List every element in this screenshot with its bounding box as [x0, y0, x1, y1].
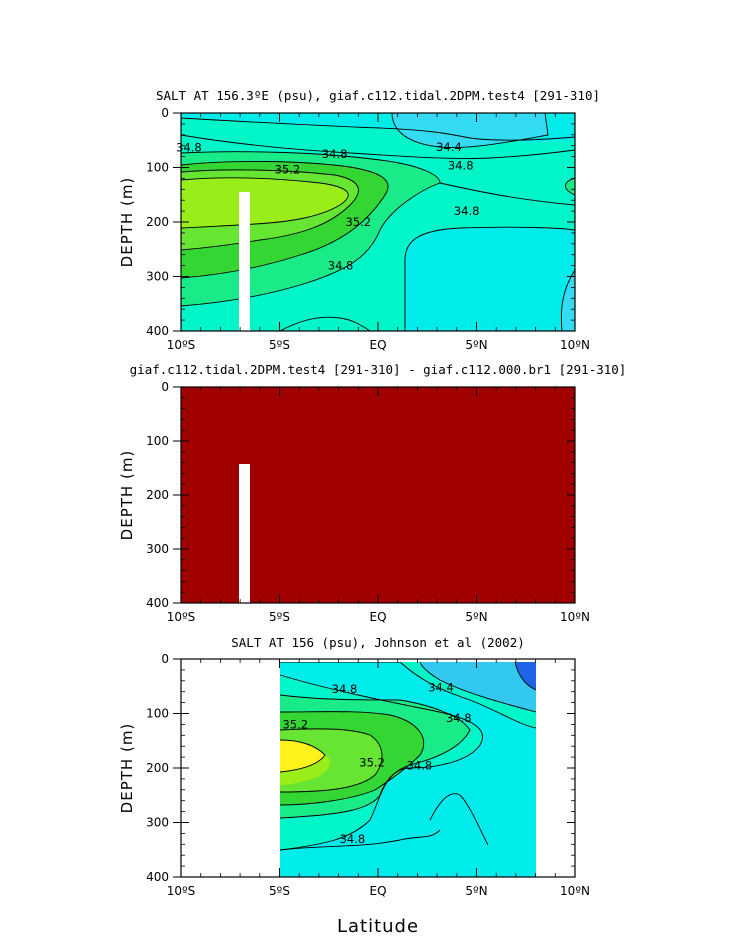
- panel-3-title: SALT AT 156 (psu), Johnson et al (2002): [231, 635, 525, 650]
- x-tick-label: 5ºN: [465, 884, 487, 898]
- panel-1-contour-line: [181, 177, 349, 229]
- x-tick-label: EQ: [369, 884, 386, 898]
- x-tick-label: 10ºS: [167, 610, 196, 624]
- y-tick-label: 200: [146, 215, 169, 229]
- x-tick-label: 5ºS: [269, 338, 290, 352]
- contour-label: 34.8: [322, 147, 348, 161]
- y-tick-label: 0: [161, 652, 169, 666]
- panel-3-axes: 10ºS 5ºS EQ 5ºN 10ºN 0 100 200 300 400 DEPTH (m): [118, 652, 590, 898]
- y-tick-label: 400: [146, 324, 169, 338]
- panel-1-contour-line: [279, 316, 371, 331]
- panel-3-contour-line: [279, 711, 425, 806]
- y-axis-label: DEPTH (m): [118, 450, 136, 541]
- x-tick-label: EQ: [369, 338, 386, 352]
- contour-label: 34.8: [446, 711, 472, 725]
- contour-label: 34.4: [428, 680, 454, 694]
- x-tick-label: 5ºS: [269, 884, 290, 898]
- panel-3-plot-area: [181, 659, 575, 877]
- y-axis-label: DEPTH (m): [118, 723, 136, 814]
- panel-1-contour-labels: 34.8 34.8 34.4 34.8 35.2 35.2 34.8 34.8: [176, 140, 480, 273]
- panel-1-axes: 10ºS 5ºS EQ 5ºN 10ºN 0 100 200 300 400 DEPTH (m): [118, 106, 590, 352]
- y-tick-label: 300: [146, 816, 169, 830]
- y-tick-label: 400: [146, 870, 169, 884]
- panel-2-masked-column: [239, 464, 250, 603]
- y-tick-label: 400: [146, 596, 169, 610]
- panel-3-contour-labels: 34.8 34.4 34.8 35.2 35.2 34.8 34.8: [282, 680, 472, 846]
- x-tick-label: 10ºN: [560, 338, 590, 352]
- panel-3-contour-line: [279, 694, 471, 819]
- panel-3-contour-line: [280, 661, 537, 729]
- contour-label: 35.2: [359, 756, 385, 770]
- panel-3-fill-34.2: [420, 662, 536, 712]
- panel-3-contour-line: [279, 674, 483, 851]
- panel-3-fill-34.0: [515, 662, 536, 690]
- panel-3-top-gap: [280, 659, 536, 662]
- panel-1-plot-area: [181, 113, 575, 331]
- panel-3-contour-line: [279, 829, 441, 851]
- y-tick-label: 0: [161, 380, 169, 394]
- x-tick-label: 5ºN: [465, 338, 487, 352]
- panel-1-contour-line: [404, 226, 575, 331]
- contour-label: 34.8: [332, 682, 358, 696]
- contour-label: 34.8: [176, 140, 202, 154]
- panel-2-title: giaf.c112.tidal.2DPM.test4 [291-310] - g…: [130, 362, 627, 377]
- contour-label: 34.8: [328, 259, 354, 273]
- contour-label: 34.8: [407, 758, 433, 772]
- contour-label: 35.2: [282, 717, 308, 731]
- x-tick-label: 10ºN: [560, 610, 590, 624]
- panel-3-contours: [279, 661, 537, 851]
- panel-1-fill-34.2: [392, 113, 548, 148]
- x-tick-label: 5ºS: [269, 610, 290, 624]
- y-tick-label: 300: [146, 542, 169, 556]
- x-axis-label: Latitude: [337, 916, 419, 937]
- x-tick-label: EQ: [369, 610, 386, 624]
- panel-1-contour-line: [391, 113, 549, 148]
- contour-label: 34.8: [454, 204, 480, 218]
- contour-label: 34.8: [448, 158, 474, 172]
- y-tick-label: 0: [161, 106, 169, 120]
- panel-1-contour-line: [560, 269, 575, 331]
- y-tick-label: 100: [146, 434, 169, 448]
- panel-1: SALT AT 156.3ºE (psu), giaf.c112.tidal.2…: [118, 88, 600, 352]
- y-tick-label: 100: [146, 707, 169, 721]
- y-tick-label: 300: [146, 270, 169, 284]
- panel-1-contour-line: [181, 117, 575, 141]
- x-tick-label: 5ºN: [465, 610, 487, 624]
- panel-1-fill-35.4: [181, 177, 349, 228]
- y-tick-label: 100: [146, 161, 169, 175]
- panel-1-title: SALT AT 156.3ºE (psu), giaf.c112.tidal.2…: [156, 88, 600, 103]
- panel-3-contour-line: [279, 739, 326, 773]
- panel-3-contour-line: [279, 728, 383, 793]
- y-tick-label: 200: [146, 488, 169, 502]
- panel-3-fill-35.6: [280, 740, 325, 772]
- x-tick-label: 10ºS: [167, 338, 196, 352]
- panel-1-masked-column: [239, 192, 250, 331]
- contour-label: 34.4: [436, 140, 462, 154]
- panel-3-contour-line: [514, 661, 537, 691]
- x-tick-label: 10ºN: [560, 884, 590, 898]
- panel-3-contour-line: [429, 793, 489, 846]
- panel-2-axes: 10ºS 5ºS EQ 5ºN 10ºN 0 100 200 300 400 DEPTH (m): [118, 380, 590, 624]
- panel-1-fill-east-34.8: [565, 178, 575, 195]
- x-tick-label: 10ºS: [167, 884, 196, 898]
- panel-3-contour-line: [419, 661, 537, 713]
- panel-1-contour-line: [439, 182, 575, 206]
- contour-label: 35.2: [345, 215, 371, 229]
- panel-1-contour-line: [565, 177, 575, 196]
- panel-1-fill-34.2-deep: [561, 270, 575, 331]
- y-tick-label: 200: [146, 761, 169, 775]
- panel-1-contour-line: [181, 161, 389, 279]
- panel-2: giaf.c112.tidal.2DPM.test4 [291-310] - g…: [118, 362, 626, 624]
- panel-1-contour-line: [181, 151, 441, 307]
- panel-3-no-data-south: [181, 659, 280, 877]
- contour-label: 34.8: [340, 832, 366, 846]
- contour-label: 35.2: [275, 163, 301, 177]
- y-axis-label: DEPTH (m): [118, 177, 136, 268]
- panel-3-fill-35.4: [280, 755, 331, 785]
- panel-3: SALT AT 156 (psu), Johnson et al (2002): [118, 635, 590, 937]
- panel-1-contour-line: [181, 134, 575, 159]
- panel-1-fill-34.4-deep: [405, 227, 575, 331]
